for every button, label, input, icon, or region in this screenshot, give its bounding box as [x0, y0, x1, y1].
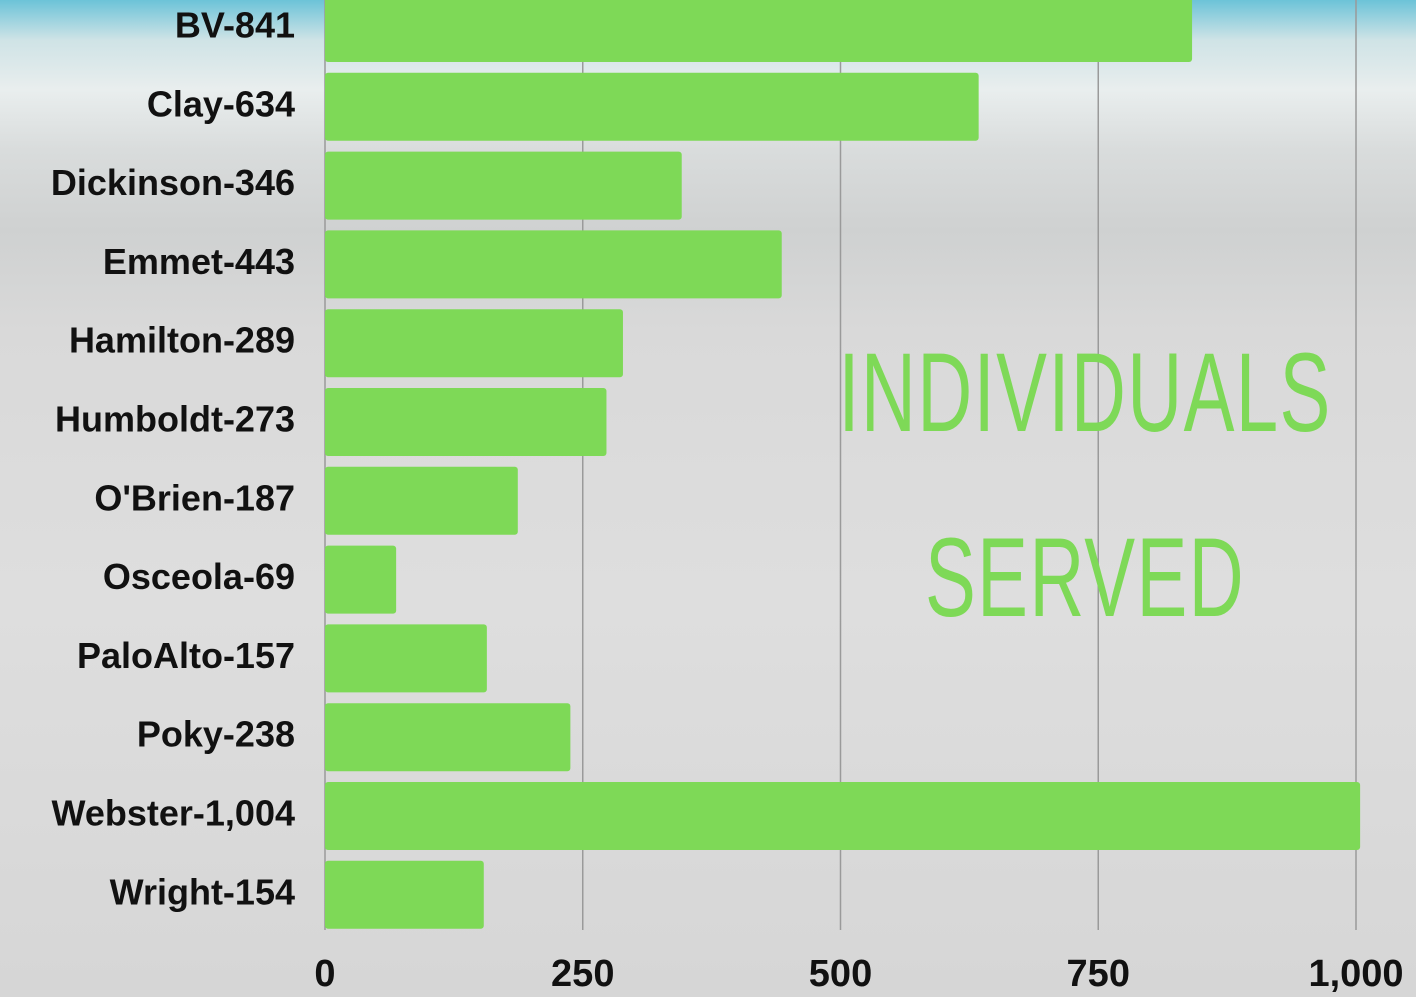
bar — [325, 782, 1360, 850]
bar — [325, 624, 487, 692]
y-tick-label: BV-841 — [175, 5, 295, 46]
y-tick-label: O'Brien-187 — [94, 477, 295, 518]
x-tick-label: 250 — [551, 953, 614, 995]
bar — [325, 703, 570, 771]
bar — [325, 309, 623, 377]
bar — [325, 388, 606, 456]
x-tick-label: 500 — [809, 953, 872, 995]
bar — [325, 230, 782, 298]
x-tick-label: 0 — [314, 953, 335, 995]
page: 0 250 500 750 1,000 BV-841 Clay-634 Dickinson-3… — [0, 0, 1416, 997]
y-tick-label: Poky-238 — [137, 714, 295, 755]
y-tick-label: Wright-154 — [110, 871, 295, 912]
x-tick-label: 1,000 — [1308, 953, 1403, 995]
y-tick-label: Osceola-69 — [103, 556, 295, 597]
y-tick-label: Dickinson-346 — [51, 162, 295, 203]
bar — [325, 861, 484, 929]
bar — [325, 73, 979, 141]
bar — [325, 467, 518, 535]
y-tick-label: PaloAlto-157 — [77, 635, 295, 676]
y-tick-label: Humboldt-273 — [55, 399, 295, 440]
y-tick-label: Emmet-443 — [103, 241, 295, 282]
bar — [325, 546, 396, 614]
x-tick-label: 750 — [1067, 953, 1130, 995]
y-tick-label: Clay-634 — [147, 83, 295, 124]
bar — [325, 0, 1192, 62]
y-tick-label: Hamilton-289 — [69, 320, 295, 361]
bar — [325, 152, 682, 220]
y-tick-label: Webster-1,004 — [52, 793, 295, 834]
chart-title: INDIVIDUALS SERVED — [779, 300, 1391, 670]
